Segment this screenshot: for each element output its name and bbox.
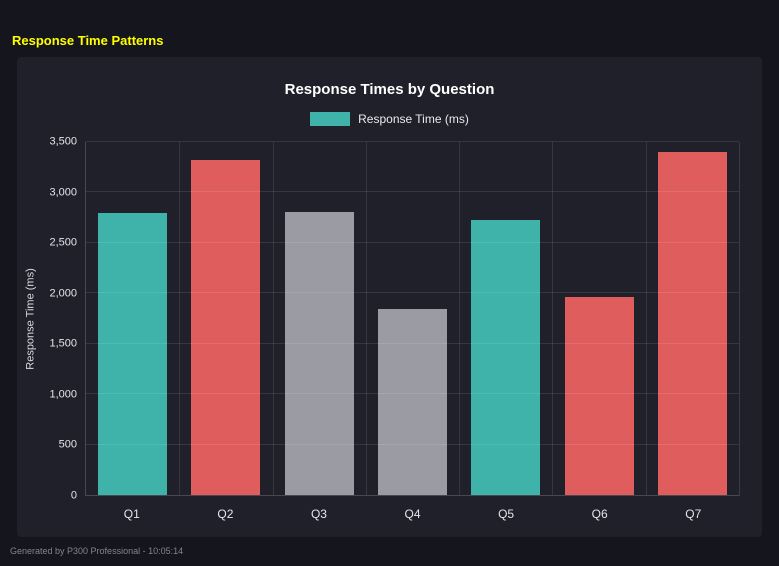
x-axis-label: Q5	[498, 507, 515, 521]
legend: Response Time (ms)	[17, 112, 762, 126]
bar-column	[552, 142, 645, 495]
bar-column	[366, 142, 459, 495]
x-axis-label: Q6	[591, 507, 608, 521]
bar-q1	[98, 212, 168, 495]
bar-q7	[657, 152, 727, 495]
bar-column	[459, 142, 552, 495]
footer-text: Generated by P300 Professional - 10:05:1…	[10, 546, 184, 556]
chart-title: Response Times by Question	[284, 81, 495, 98]
bar-q3	[284, 211, 354, 495]
legend-item[interactable]: Response Time (ms)	[310, 112, 469, 126]
chart-panel: Response Times by Question Response Time…	[17, 57, 762, 537]
gridline-horizontal	[86, 141, 739, 142]
bar-column	[86, 142, 179, 495]
bar-q5	[471, 219, 541, 495]
bar-column	[179, 142, 272, 495]
plot-area	[85, 141, 740, 496]
x-axis-label: Q4	[404, 507, 421, 521]
gridline-vertical	[365, 142, 367, 495]
y-tick-label: 3,500	[49, 135, 77, 148]
y-tick-label: 2,000	[49, 287, 77, 300]
gridline-vertical	[645, 142, 647, 495]
gridline-horizontal	[86, 292, 739, 294]
gridline-horizontal	[86, 191, 739, 193]
x-axis-label: Q1	[123, 507, 140, 521]
gridline-vertical	[272, 142, 274, 495]
legend-label: Response Time (ms)	[358, 112, 469, 126]
bar-column	[646, 142, 739, 495]
bar-column	[273, 142, 366, 495]
bars-row	[86, 142, 739, 495]
x-axis-labels: Q1 Q2 Q3 Q4 Q5 Q6 Q7	[85, 507, 740, 521]
gridline-horizontal	[86, 241, 739, 243]
gridline-horizontal	[86, 393, 739, 395]
gridline-horizontal	[86, 443, 739, 445]
y-tick-label: 500	[58, 438, 77, 451]
x-axis-label: Q2	[217, 507, 234, 521]
gridline-vertical	[179, 142, 181, 495]
legend-swatch-icon	[310, 112, 351, 126]
bar-q2	[191, 160, 261, 495]
gridline-horizontal	[86, 342, 739, 344]
y-tick-label: 1,000	[49, 388, 77, 401]
y-tick-label: 1,500	[49, 337, 77, 350]
page-title: Response Time Patterns	[12, 33, 164, 48]
x-axis-label: Q7	[685, 507, 702, 521]
bar-q4	[377, 309, 447, 495]
x-axis-label: Q3	[310, 507, 327, 521]
y-axis-ticks: 0 500 1,000 1,500 2,000 2,500 3,000 3,500	[27, 136, 77, 501]
gridline-vertical	[552, 142, 554, 495]
bar-q6	[564, 297, 634, 495]
y-tick-label: 0	[70, 489, 77, 502]
gridline-vertical	[459, 142, 461, 495]
y-tick-label: 3,000	[49, 186, 77, 199]
y-tick-label: 2,500	[49, 236, 77, 249]
